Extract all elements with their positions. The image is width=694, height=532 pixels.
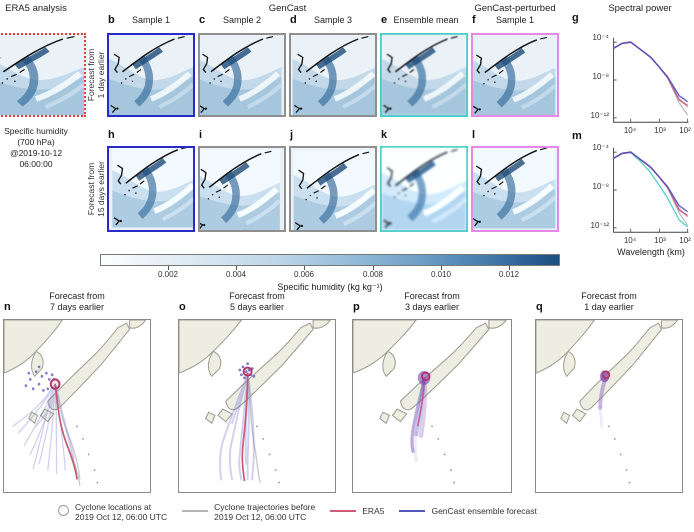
colorbar-tickmark xyxy=(509,266,510,270)
colorbar-tickmark xyxy=(373,266,374,270)
panel-e-ensemble-mean xyxy=(380,33,468,117)
panel-letter-j: j xyxy=(290,129,294,141)
blue-line-icon xyxy=(399,510,426,512)
m-xtick-1e4: 10⁴ xyxy=(623,236,637,245)
panel-title-sample2: Sample 2 xyxy=(222,15,262,25)
g-xtick-1e2: 10² xyxy=(679,126,691,135)
spectral-plot-m xyxy=(612,146,690,234)
colorbar-tickmark xyxy=(236,266,237,270)
panel-letter-p: p xyxy=(353,301,360,313)
panel-title-sample3: Sample 3 xyxy=(313,15,353,25)
m-xtick-1e3: 10³ xyxy=(654,236,666,245)
panel-l-perturbed-sample1-15d xyxy=(471,146,559,232)
panel-letter-f: f xyxy=(472,14,476,26)
panel-p-cyclone-map-3day xyxy=(352,319,512,493)
panel-n-title: Forecast from 7 days earlier xyxy=(49,291,105,312)
red-line-icon xyxy=(330,510,357,512)
spectral-plot-g xyxy=(612,36,690,124)
panel-k-ensemble-mean-15d xyxy=(380,146,468,232)
colorbar-tick-0010: 0.010 xyxy=(430,270,452,279)
panel-letter-d: d xyxy=(290,14,297,26)
panel-letter-g: g xyxy=(572,12,579,24)
gray-line-icon xyxy=(182,510,209,512)
panel-letter-n: n xyxy=(4,301,11,313)
humidity-map-art xyxy=(0,35,84,115)
panel-letter-q: q xyxy=(536,301,543,313)
panel-f-perturbed-sample1 xyxy=(471,33,559,117)
gencast-perturbed-title: GenCast-perturbed xyxy=(474,3,556,14)
g-ytick-1e-12: 10⁻¹² xyxy=(590,111,609,120)
gencast-title: GenCast xyxy=(268,3,307,14)
legend: Cyclone locations at 2019 Oct 12, 06:00 U… xyxy=(58,502,537,522)
panel-era5-analysis-map xyxy=(0,33,86,117)
colorbar-tick-0012: 0.012 xyxy=(498,270,520,279)
legend-item-gencast-ensemble: GenCast ensemble forecast xyxy=(399,502,537,516)
colorbar-label: Specific humidity (kg kg⁻¹) xyxy=(277,282,383,292)
m-ytick-1e-12: 10⁻¹² xyxy=(590,221,609,230)
panel-letter-o: o xyxy=(179,301,186,313)
era5-analysis-title: ERA5 analysis xyxy=(5,3,67,14)
cyclone-location-marker-icon xyxy=(58,505,69,516)
m-xtick-1e2: 10² xyxy=(679,236,691,245)
panel-o-title: Forecast from 5 days earlier xyxy=(229,291,285,312)
panel-letter-m: m xyxy=(572,130,582,142)
colorbar-tickmark xyxy=(168,266,169,270)
panel-letter-i: i xyxy=(199,129,203,141)
panel-i-gencast-sample2-15d xyxy=(198,146,286,232)
panel-h-gencast-sample1-15d xyxy=(107,146,195,232)
colorbar-tick-0006: 0.006 xyxy=(293,270,315,279)
panel-letter-b: b xyxy=(108,14,115,26)
g-ytick-1e-8: 10⁻⁸ xyxy=(592,72,610,81)
caption-line: (700 hPa) xyxy=(17,137,55,147)
panel-title-ensemble-mean: Ensemble mean xyxy=(393,15,459,25)
panel-letter-l: l xyxy=(472,129,476,141)
era5-caption: Specific humidity (700 hPa) @2019-10-12 … xyxy=(0,126,86,170)
g-xtick-1e4: 10⁴ xyxy=(623,126,637,135)
panel-q-cyclone-map-1day xyxy=(535,319,683,493)
wavelength-axis-label: Wavelength (km) xyxy=(617,247,685,257)
caption-line: Specific humidity xyxy=(4,126,68,136)
panel-c-gencast-sample2 xyxy=(198,33,286,117)
legend-item-cyclone-locations: Cyclone locations at 2019 Oct 12, 06:00 U… xyxy=(58,502,167,522)
colorbar-tick-0002: 0.002 xyxy=(157,270,179,279)
panel-letter-h: h xyxy=(108,129,115,141)
m-ytick-1e-4: 10⁻⁴ xyxy=(592,143,609,152)
panel-title-sample1: Sample 1 xyxy=(131,15,171,25)
panel-letter-k: k xyxy=(381,129,388,141)
caption-line: @2019-10-12 xyxy=(9,148,63,158)
panel-j-gencast-sample3-15d xyxy=(289,146,377,232)
panel-letter-e: e xyxy=(381,14,388,26)
g-xtick-1e3: 10³ xyxy=(654,126,666,135)
humidity-colorbar xyxy=(100,254,560,266)
panel-n-cyclone-map-7day xyxy=(3,319,151,493)
m-ytick-1e-8: 10⁻⁸ xyxy=(592,182,610,191)
legend-item-trajectories-before: Cyclone trajectories before 2019 Oct 12, … xyxy=(182,502,315,522)
panel-p-title: Forecast from 3 days earlier xyxy=(404,291,460,312)
colorbar-tick-0008: 0.008 xyxy=(362,270,384,279)
panel-letter-c: c xyxy=(199,14,206,26)
colorbar-tickmark xyxy=(304,266,305,270)
colorbar-tickmark xyxy=(441,266,442,270)
spectral-power-title: Spectral power xyxy=(608,3,672,14)
panel-title-perturbed-sample1: Sample 1 xyxy=(495,15,535,25)
legend-item-era5: ERA5 xyxy=(330,502,384,516)
panel-d-gencast-sample3 xyxy=(289,33,377,117)
panel-o-cyclone-map-5day xyxy=(178,319,336,493)
row1-lead-time-label: Forecast from 1 day earlier xyxy=(86,48,106,102)
caption-line: 06:00:00 xyxy=(19,159,53,169)
panel-q-title: Forecast from 1 day earlier xyxy=(581,291,637,312)
panel-b-gencast-sample1 xyxy=(107,33,195,117)
row2-lead-time-label: Forecast from 15 days earlier xyxy=(86,161,106,217)
g-ytick-1e-4: 10⁻⁴ xyxy=(592,33,609,42)
colorbar-tick-0004: 0.004 xyxy=(225,270,247,279)
